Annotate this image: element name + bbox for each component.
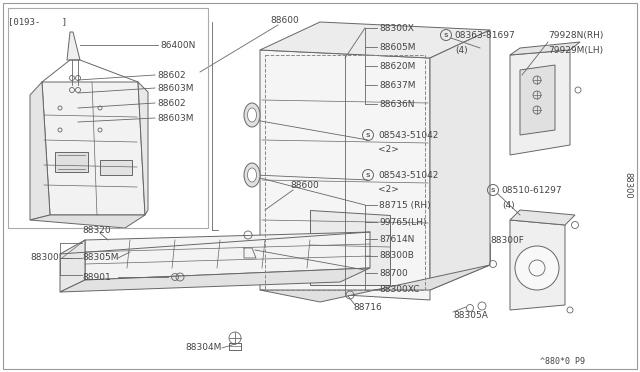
Text: 99765(LH): 99765(LH) (379, 218, 426, 227)
Text: 88636N: 88636N (379, 99, 415, 109)
Text: 88300: 88300 (30, 253, 59, 263)
Ellipse shape (248, 168, 257, 182)
Text: 86400N: 86400N (160, 41, 195, 49)
Polygon shape (260, 265, 490, 302)
Polygon shape (510, 210, 575, 225)
Text: 88620M: 88620M (379, 61, 415, 71)
Polygon shape (510, 42, 580, 55)
Polygon shape (310, 210, 390, 285)
Text: S: S (444, 32, 448, 38)
Polygon shape (67, 32, 80, 60)
Text: 88300F: 88300F (490, 235, 524, 244)
Text: 88300: 88300 (623, 172, 632, 198)
Polygon shape (85, 232, 370, 280)
Ellipse shape (244, 103, 260, 127)
Text: (4): (4) (502, 201, 515, 209)
Text: [0193-    ]: [0193- ] (8, 17, 67, 26)
Polygon shape (510, 50, 570, 155)
Ellipse shape (248, 108, 257, 122)
Polygon shape (42, 82, 145, 215)
Text: S: S (491, 187, 495, 192)
Text: 88304M: 88304M (185, 343, 221, 353)
Text: 87614N: 87614N (379, 234, 414, 244)
Text: 79928N(RH): 79928N(RH) (548, 31, 604, 39)
Text: 88715 (RH): 88715 (RH) (379, 201, 431, 209)
Text: 88300X: 88300X (379, 23, 414, 32)
Polygon shape (60, 268, 370, 292)
Polygon shape (260, 22, 490, 58)
Ellipse shape (244, 163, 260, 187)
Polygon shape (510, 220, 565, 310)
Text: 88716: 88716 (353, 304, 381, 312)
Circle shape (515, 246, 559, 290)
Polygon shape (30, 215, 145, 228)
Text: <2>: <2> (378, 144, 399, 154)
Text: 88320: 88320 (82, 225, 111, 234)
Polygon shape (30, 82, 50, 220)
Text: 88602: 88602 (157, 99, 186, 108)
Polygon shape (520, 65, 555, 135)
Text: 88305M: 88305M (82, 253, 118, 263)
Text: S: S (365, 173, 371, 177)
Text: <2>: <2> (378, 185, 399, 193)
Text: 08543-51042: 08543-51042 (378, 170, 438, 180)
Polygon shape (55, 152, 88, 172)
Text: 88603M: 88603M (157, 113, 193, 122)
Polygon shape (430, 30, 490, 290)
Text: 79929M(LH): 79929M(LH) (548, 45, 603, 55)
Text: 08543-51042: 08543-51042 (378, 131, 438, 140)
Polygon shape (138, 82, 148, 215)
Text: 88700: 88700 (379, 269, 408, 278)
FancyBboxPatch shape (3, 3, 637, 369)
Text: (4): (4) (455, 45, 468, 55)
Polygon shape (100, 160, 132, 175)
Text: 88605M: 88605M (379, 42, 415, 51)
Text: 88300XC: 88300XC (379, 285, 419, 295)
Text: 88300B: 88300B (379, 251, 414, 260)
Text: 88600: 88600 (290, 180, 319, 189)
Text: 08510-61297: 08510-61297 (501, 186, 562, 195)
Text: 08363-81697: 08363-81697 (454, 31, 515, 39)
Polygon shape (60, 240, 85, 292)
Text: 88603M: 88603M (157, 83, 193, 93)
Text: 88305A: 88305A (453, 311, 488, 320)
Polygon shape (260, 50, 430, 300)
Text: 88600: 88600 (270, 16, 299, 25)
Text: ^880*0 P9: ^880*0 P9 (540, 357, 585, 366)
Text: 88637M: 88637M (379, 80, 415, 90)
Text: 88901: 88901 (82, 273, 111, 282)
Text: 88602: 88602 (157, 71, 186, 80)
Text: S: S (365, 132, 371, 138)
